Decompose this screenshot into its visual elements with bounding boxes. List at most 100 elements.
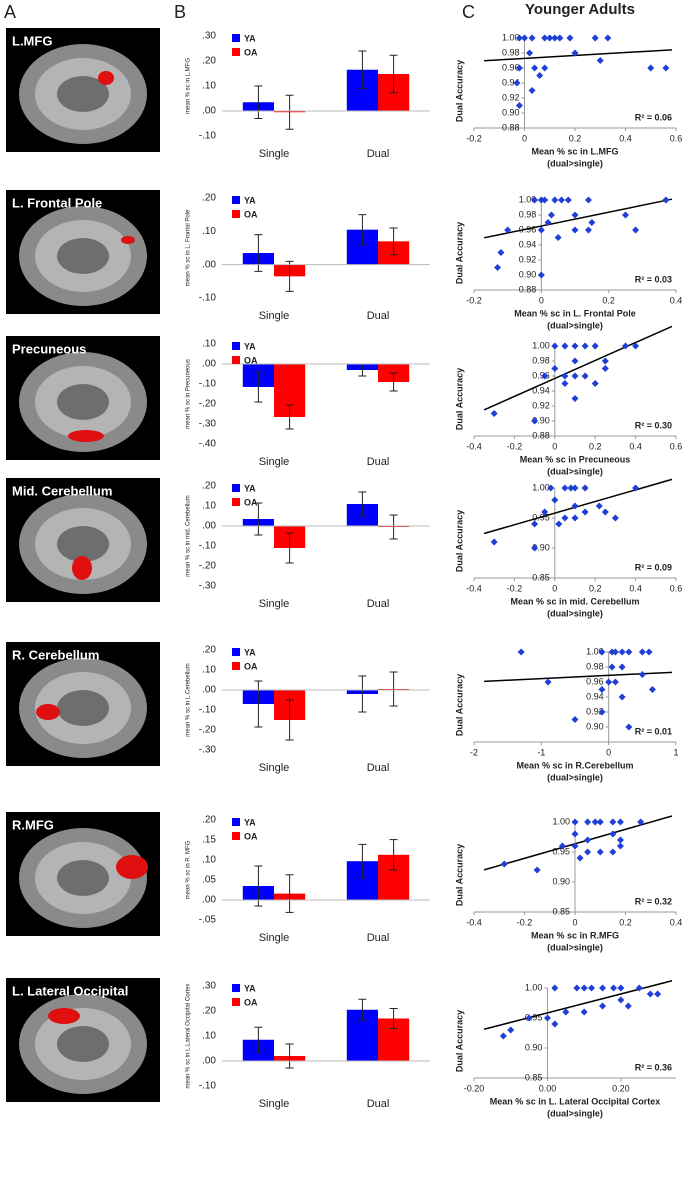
x-axis-label: Mean % sc in R.MFG [531,930,619,940]
y-tick-label: -.20 [199,561,217,572]
y-tick-label: 0.92 [519,254,537,264]
data-point [507,1026,515,1034]
legend-label: YA [244,341,256,351]
data-point [584,196,592,204]
x-tick-label: 0.4 [629,441,642,451]
y-tick-label: .30 [202,31,216,42]
data-point [571,830,579,838]
data-point [609,830,617,838]
y-tick-label: 0.85 [525,1072,543,1082]
r-squared: R² = 0.30 [635,420,672,430]
region-label: Mid. Cerebellum [12,483,112,498]
y-tick-label: .00 [202,685,216,696]
y-tick-label: -.30 [199,419,217,430]
x-axis-label: Mean % sc in L. Frontal Pole [514,308,636,318]
data-point [617,984,625,992]
x-tick-label: Single [259,148,290,160]
data-point [537,226,545,234]
data-point [617,996,625,1004]
x-tick-label: Single [259,310,290,322]
x-tick-label: -0.2 [507,583,523,593]
data-point [591,380,599,387]
legend-label: OA [244,997,258,1007]
x-axis-label: Mean % sc in R.Cerebellum [516,760,633,770]
data-point [591,818,599,826]
y-axis-label: Dual Accuracy [454,60,464,122]
y-tick-label: 0.90 [519,269,537,279]
data-point [601,508,609,516]
data-point [551,34,559,42]
data-point [591,342,599,350]
legend-swatch [232,818,240,826]
y-tick-label: -.10 [199,131,217,142]
data-point [564,196,572,204]
data-point [562,1008,570,1016]
y-tick-label: 0.98 [532,355,550,365]
data-point [584,848,592,856]
data-point [526,49,534,57]
x-tick-label: 0.2 [602,295,615,305]
y-tick-label: 0.95 [552,846,570,856]
x-tick-label: 0 [552,441,557,451]
x-tick-label: Single [259,932,290,944]
x-tick-label: 0 [539,295,544,305]
y-tick-label: 1.00 [532,340,550,350]
y-axis-label: mean % sc in L. Frontal Pole [186,209,192,286]
panel-label: B [174,2,186,22]
x-axis-label: (dual>single) [547,942,603,952]
y-tick-label: 0.85 [552,906,570,916]
data-point [611,514,619,522]
data-point [561,380,569,387]
y-tick-label: 0.90 [532,415,550,425]
x-tick-label: Dual [367,310,390,322]
data-point [580,984,588,992]
legend-swatch [232,832,240,840]
x-tick-label: Single [259,456,290,468]
data-point [599,984,607,992]
region-label: L. Lateral Occipital [12,983,128,998]
brain-slice [57,238,109,274]
data-point [662,64,670,72]
x-tick-label: Dual [367,932,390,944]
r-squared: R² = 0.32 [635,896,672,906]
y-axis-label: Dual Accuracy [454,1010,464,1072]
x-axis-label: (dual>single) [547,1108,603,1118]
x-tick-label: 0.6 [670,441,683,451]
y-tick-label: -.10 [199,541,217,552]
x-tick-label: -1 [537,747,545,757]
data-point [635,984,643,992]
data-point [533,866,541,874]
y-tick-label: 0.94 [519,239,537,249]
y-tick-label: .00 [202,895,216,906]
legend-label: YA [244,483,256,493]
data-point [662,196,670,204]
data-point [551,365,559,372]
activation-blob [116,855,148,879]
data-point [588,984,596,992]
data-point [622,211,629,219]
x-tick-label: 0.2 [619,917,632,927]
y-tick-label: 0.96 [532,370,550,380]
activation-blob [36,704,60,720]
y-tick-label: .10 [202,339,216,350]
activation-blob [48,1008,80,1024]
data-point [571,484,579,492]
y-tick-label: 0.88 [532,430,550,440]
y-tick-label: .00 [202,259,216,270]
y-tick-label: .20 [202,481,216,492]
data-point [609,848,617,856]
y-tick-label: .00 [202,1056,216,1067]
y-axis-label: Dual Accuracy [454,368,464,430]
x-tick-label: 0.20 [612,1083,630,1093]
x-tick-label: Single [259,1098,290,1110]
data-point [531,417,539,425]
activation-blob [98,71,114,85]
brain-slice [57,860,109,896]
y-tick-label: 0.92 [532,400,550,410]
data-point [541,64,549,72]
y-tick-label: .20 [202,56,216,67]
y-tick-label: .20 [202,193,216,204]
y-tick-label: 1.00 [532,482,550,492]
data-point [571,514,579,522]
